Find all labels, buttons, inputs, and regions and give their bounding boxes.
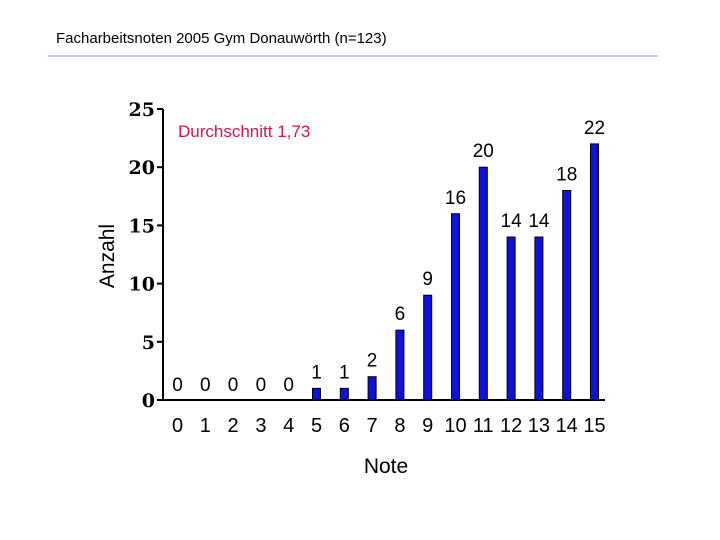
data-label: 14 (528, 211, 550, 232)
bar (312, 387, 321, 401)
y-tick-label: 15 (129, 215, 155, 237)
x-tick-label: 8 (394, 415, 405, 437)
x-tick-label: 4 (283, 415, 294, 437)
x-tick-label: 9 (422, 415, 433, 437)
bar (339, 387, 349, 401)
data-label: 0 (228, 375, 239, 396)
bar (423, 294, 433, 401)
x-tick-label: 12 (500, 415, 522, 437)
x-tick-label: 3 (255, 415, 266, 437)
data-label: 22 (584, 118, 605, 139)
bar (367, 376, 377, 401)
data-label: 0 (283, 375, 294, 396)
y-tick-label: 5 (142, 332, 155, 354)
x-tick-label: 0 (172, 415, 183, 437)
plot-area: 0510152025000102030415162768991610201114… (129, 99, 606, 437)
x-tick-label: 13 (528, 415, 550, 437)
x-tick-label: 6 (339, 415, 350, 437)
bar (590, 143, 599, 401)
data-label: 0 (172, 375, 183, 396)
y-tick-label: 0 (142, 390, 155, 412)
x-tick-label: 7 (367, 415, 378, 437)
data-label: 0 (256, 375, 267, 396)
data-label: 1 (339, 362, 350, 383)
x-tick-label: 14 (556, 415, 578, 437)
average-annotation: Durchschnitt 1,73 (178, 122, 310, 141)
x-tick-label: 2 (228, 415, 239, 437)
bar (451, 213, 460, 401)
y-axis-title: Anzahl (96, 224, 119, 288)
data-label: 14 (501, 211, 523, 232)
data-label: 16 (445, 188, 466, 209)
data-label: 9 (422, 269, 433, 290)
data-label: 1 (311, 362, 322, 383)
bar (562, 189, 572, 401)
title-divider (48, 55, 658, 57)
x-tick-label: 10 (444, 415, 466, 437)
x-tick-label: 1 (200, 415, 211, 437)
y-tick-label: 10 (129, 274, 155, 296)
data-label: 0 (200, 375, 211, 396)
bar (534, 236, 544, 401)
data-label: 20 (473, 141, 494, 162)
bar (478, 166, 488, 401)
data-label: 18 (556, 164, 577, 185)
data-label: 2 (367, 351, 378, 372)
y-tick-label: 20 (129, 157, 155, 179)
x-tick-label: 5 (311, 415, 322, 437)
data-label: 6 (395, 304, 406, 325)
x-axis-title: Note (364, 455, 408, 478)
slide-title: Facharbeitsnoten 2005 Gym Donauwörth (n=… (56, 30, 387, 47)
x-tick-label: 11 (473, 415, 494, 437)
x-tick-label: 15 (583, 415, 605, 437)
bar (395, 329, 405, 401)
bar (506, 236, 516, 401)
y-tick-label: 25 (129, 99, 155, 121)
